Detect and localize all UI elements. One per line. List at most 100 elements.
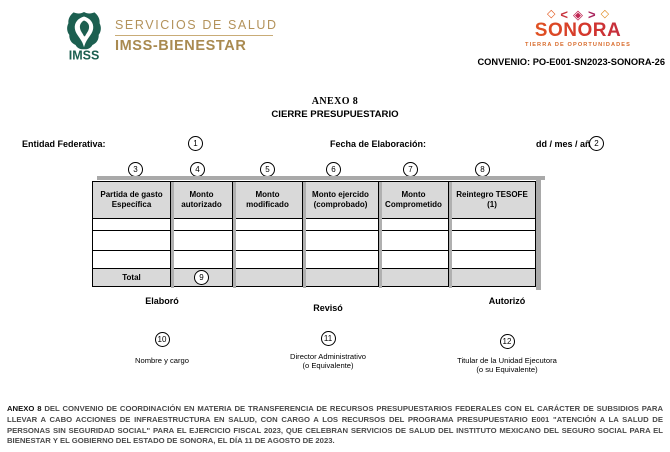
table-cell-empty (302, 230, 379, 251)
table-shadow-right (536, 180, 541, 290)
entidad-federativa-label: Entidad Federativa: (22, 139, 106, 149)
diamond-icon: ◇ (546, 8, 556, 20)
table-row (92, 250, 536, 269)
total-label: Total (92, 268, 171, 287)
imss-logo-text: SERVICIOS DE SALUD IMSS-BIENESTAR (115, 18, 278, 54)
imss-acronym-label: IMSS (69, 49, 100, 62)
table-row (92, 218, 536, 231)
signature-role-label: Autorizó (488, 296, 526, 306)
signature-line: Director Administrativo (290, 352, 366, 361)
ref-circle-8: 8 (475, 162, 490, 177)
table-cell-empty (378, 250, 449, 269)
document-subtitle: CIERRE PRESUPUESTARIO (271, 109, 399, 120)
sonora-ornament-icons: ◇ < ◈ > ◇ (503, 8, 653, 21)
header-line: Comprometido (385, 200, 442, 209)
sonora-wordmark: SONORA (503, 21, 653, 41)
signature-line: (o su Equivalente) (476, 365, 538, 375)
table-cell-empty (170, 230, 233, 251)
ref-circle-11: 11 (320, 331, 336, 346)
convenio-number: CONVENIO: PO-E001-SN2023-SONORA-26 (477, 57, 665, 67)
signature-line: Nombre y cargo (134, 356, 190, 365)
table-cell-empty (92, 230, 171, 251)
table-cell-empty (92, 218, 171, 231)
header-line: Específica (111, 200, 152, 209)
logo-divider (115, 35, 273, 36)
header-line: Monto (255, 189, 280, 199)
table-cell-empty (170, 250, 233, 269)
ref-circle-12: 12 (499, 334, 515, 349)
ref-circle-5: 5 (260, 162, 275, 177)
signature-caption: Director Administrativo (o Equivalente) (243, 352, 413, 371)
date-format-hint: dd / mes / año (536, 139, 597, 149)
table-header-cell: Reintegro TESOFE (1) (448, 181, 536, 219)
ref-circle-2: 2 (589, 136, 604, 151)
header-line: Partida de gasto (100, 189, 163, 199)
table-cell-empty (302, 218, 379, 231)
column-shadow (303, 182, 306, 288)
signature-role-label: Revisó (313, 303, 343, 313)
table-cell-empty (378, 230, 449, 251)
table-cell-empty (232, 268, 303, 287)
table-cell-empty (448, 230, 536, 251)
table-total-row: Total 9 (92, 268, 536, 287)
imss-bienestar-label: IMSS-BIENESTAR (115, 38, 247, 54)
table-header-cell: Monto ejercido (comprobado) (302, 181, 379, 219)
imss-eagle-icon: IMSS (67, 12, 101, 62)
ref-circle-4: 4 (190, 162, 205, 177)
table-header-row: Partida de gasto Específica Monto autoriza… (92, 181, 536, 219)
footer-note: ANEXO 8 DEL CONVENIO DE COORDINACIÓN EN … (7, 404, 663, 447)
header-line: (comprobado) (313, 200, 368, 209)
signature-caption: Nombre y cargo (77, 356, 247, 365)
header-line: (1) (487, 200, 497, 209)
column-shadow (449, 182, 452, 288)
header-line: autorizado (181, 200, 222, 209)
ref-circle-6: 6 (326, 162, 341, 177)
column-shadow (171, 182, 174, 288)
header-line: modificado (246, 200, 289, 209)
diamond-icon: ◇ (600, 8, 610, 20)
total-ref-cell: 9 (170, 268, 233, 287)
sonora-logo: ◇ < ◈ > ◇ SONORA TIERRA DE OPORTUNIDADES (503, 8, 653, 48)
table-header-cell: Monto autorizado (170, 181, 233, 219)
column-shadow (379, 182, 382, 288)
signature-block-reviso: Revisó 11 Director Administrativo (o Equ… (243, 303, 413, 371)
angle-left-icon: < (560, 7, 568, 22)
signature-block-elaboro: Elaboró 10 Nombre y cargo (77, 296, 247, 365)
ref-circle-10: 10 (154, 332, 170, 347)
header-line: Reintegro TESOFE (456, 189, 528, 199)
double-diamond-icon: ◈ (573, 7, 583, 22)
column-shadow (233, 182, 236, 288)
table-cell-empty (232, 250, 303, 269)
table-shadow-top (97, 176, 545, 180)
table-cell-empty (170, 218, 233, 231)
ref-circle-1: 1 (188, 136, 203, 151)
table-cell-empty (448, 268, 536, 287)
ref-circle-3: 3 (128, 162, 143, 177)
signature-caption: Titular de la Unidad Ejecutora (o su Equ… (422, 356, 592, 375)
table-header-cell: Monto Comprometido (378, 181, 449, 219)
table-cell-empty (378, 268, 449, 287)
footer-bold-prefix: ANEXO 8 (7, 404, 42, 413)
table-cell-empty (232, 230, 303, 251)
signature-line: (o Equivalente) (302, 361, 354, 371)
table-cell-empty (302, 268, 379, 287)
table-cell-empty (378, 218, 449, 231)
document-title-block: ANEXO 8 CIERRE PRESUPUESTARIO (0, 96, 670, 121)
signature-line: Titular de la Unidad Ejecutora (457, 356, 557, 365)
imss-bienestar-logo: IMSS SERVICIOS DE SALUD IMSS-BIENESTAR (62, 11, 278, 61)
ref-circle-7: 7 (403, 162, 418, 177)
signature-block-autorizo: Autorizó 12 Titular de la Unidad Ejecuto… (422, 296, 592, 375)
budget-table: Partida de gasto Específica Monto autoriza… (92, 181, 536, 287)
angle-right-icon: > (588, 7, 596, 22)
table-cell-empty (448, 218, 536, 231)
table-cell-empty (302, 250, 379, 269)
table-header-cell: Monto modificado (232, 181, 303, 219)
sonora-tagline: TIERRA DE OPORTUNIDADES (525, 41, 631, 48)
footer-text: DEL CONVENIO DE COORDINACIÓN EN MATERIA … (7, 404, 664, 446)
table-cell-empty (232, 218, 303, 231)
header-line: Monto (401, 189, 426, 199)
ref-circle-9: 9 (194, 270, 209, 285)
table-cell-empty (92, 250, 171, 269)
table-header-cell: Partida de gasto Específica (92, 181, 171, 219)
table-cell-empty (448, 250, 536, 269)
